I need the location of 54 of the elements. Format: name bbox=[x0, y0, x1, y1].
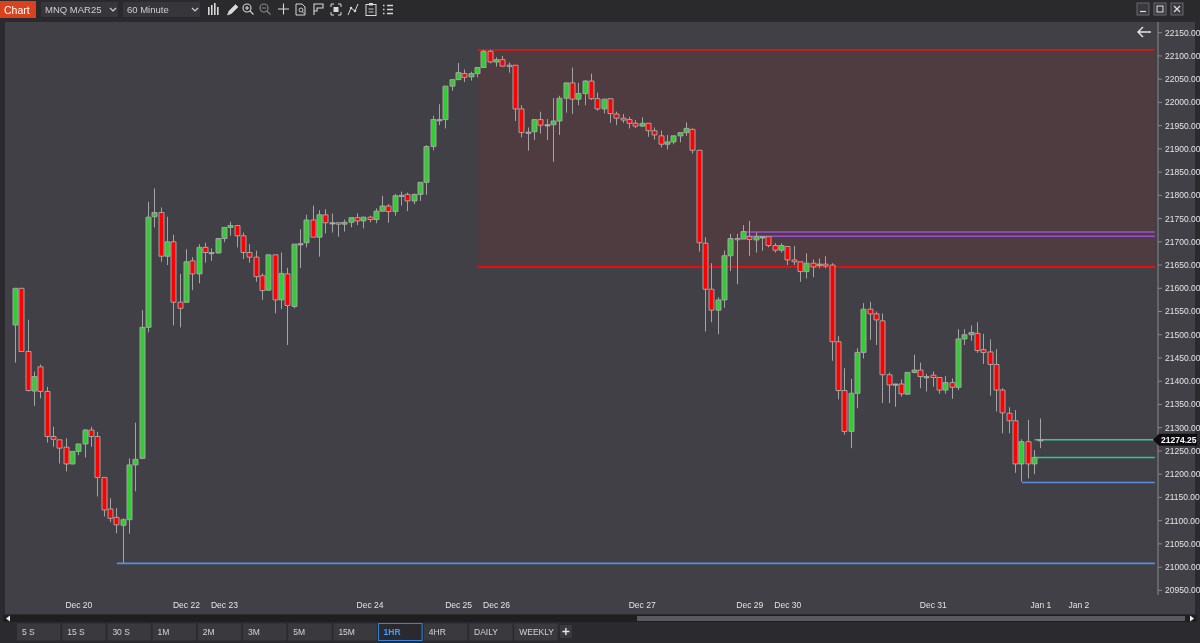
x-tick-label: Dec 26 bbox=[483, 600, 511, 610]
y-tick-label: 22100.00 bbox=[1165, 50, 1200, 61]
candlestick bbox=[1037, 417, 1044, 449]
text: 15 S bbox=[67, 627, 86, 637]
x-tick-label: Dec 22 bbox=[172, 600, 201, 610]
y-tick-label: 21100.00 bbox=[1165, 515, 1200, 526]
text: 2M bbox=[202, 627, 215, 637]
text: 1HR bbox=[383, 627, 401, 637]
y-tick-label: 22150.00 bbox=[1165, 27, 1200, 38]
y-tick-label: 21450.00 bbox=[1165, 352, 1200, 363]
y-tick-label: 22050.00 bbox=[1165, 74, 1200, 85]
y-tick-label: 21700.00 bbox=[1165, 236, 1200, 247]
y-tick-label: 21900.00 bbox=[1165, 143, 1200, 154]
x-tick-label: Dec 20 bbox=[65, 600, 93, 610]
text: 30 S bbox=[112, 627, 131, 637]
text: WEEKLY bbox=[519, 627, 555, 637]
y-tick-label: 21200.00 bbox=[1165, 469, 1200, 480]
text: 5 S bbox=[22, 627, 36, 637]
x-tick-label: Dec 31 bbox=[919, 600, 948, 610]
y-tick-label: 21050.00 bbox=[1165, 538, 1200, 549]
y-tick-label: 21650.00 bbox=[1165, 260, 1200, 271]
x-tick-label: Dec 27 bbox=[628, 600, 656, 610]
text: 5M bbox=[293, 627, 306, 637]
y-tick-label: 21550.00 bbox=[1165, 306, 1200, 317]
text: DAILY bbox=[474, 627, 499, 637]
text: 1M bbox=[157, 627, 170, 637]
text: 60 Minute bbox=[127, 4, 169, 15]
y-tick-label: 21250.00 bbox=[1165, 445, 1200, 456]
text: Chart bbox=[4, 3, 30, 16]
y-tick-label: 21400.00 bbox=[1165, 376, 1200, 387]
x-tick-label: Jan 2 bbox=[1068, 600, 1090, 610]
x-tick-label: Dec 30 bbox=[774, 600, 802, 610]
x-tick-label: Jan 1 bbox=[1030, 600, 1052, 610]
y-tick-label: 21150.00 bbox=[1165, 492, 1200, 503]
y-tick-label: 21800.00 bbox=[1165, 190, 1200, 201]
y-tick-label: 21950.00 bbox=[1165, 120, 1200, 131]
x-tick-label: Dec 24 bbox=[356, 600, 384, 610]
x-tick-label: Dec 25 bbox=[445, 600, 473, 610]
x-tick-label: Dec 23 bbox=[210, 600, 239, 610]
text: 15M bbox=[338, 627, 355, 637]
text: MNQ MAR25 bbox=[45, 4, 102, 15]
y-tick-label: 21350.00 bbox=[1165, 399, 1200, 410]
y-tick-label: 21750.00 bbox=[1165, 213, 1200, 224]
x-tick-label: Dec 29 bbox=[736, 600, 764, 610]
y-tick-label: 21300.00 bbox=[1165, 422, 1200, 433]
y-tick-label: 21500.00 bbox=[1165, 329, 1200, 340]
y-tick-label: 22000.00 bbox=[1165, 97, 1200, 108]
text: 21274.25 bbox=[1161, 434, 1197, 445]
text: 3M bbox=[248, 627, 260, 637]
y-tick-label: 21850.00 bbox=[1165, 167, 1200, 178]
y-tick-label: 21000.00 bbox=[1165, 562, 1200, 573]
y-tick-label: 21600.00 bbox=[1165, 283, 1200, 294]
y-tick-label: 20950.00 bbox=[1165, 585, 1200, 596]
text: 4HR bbox=[428, 627, 446, 637]
